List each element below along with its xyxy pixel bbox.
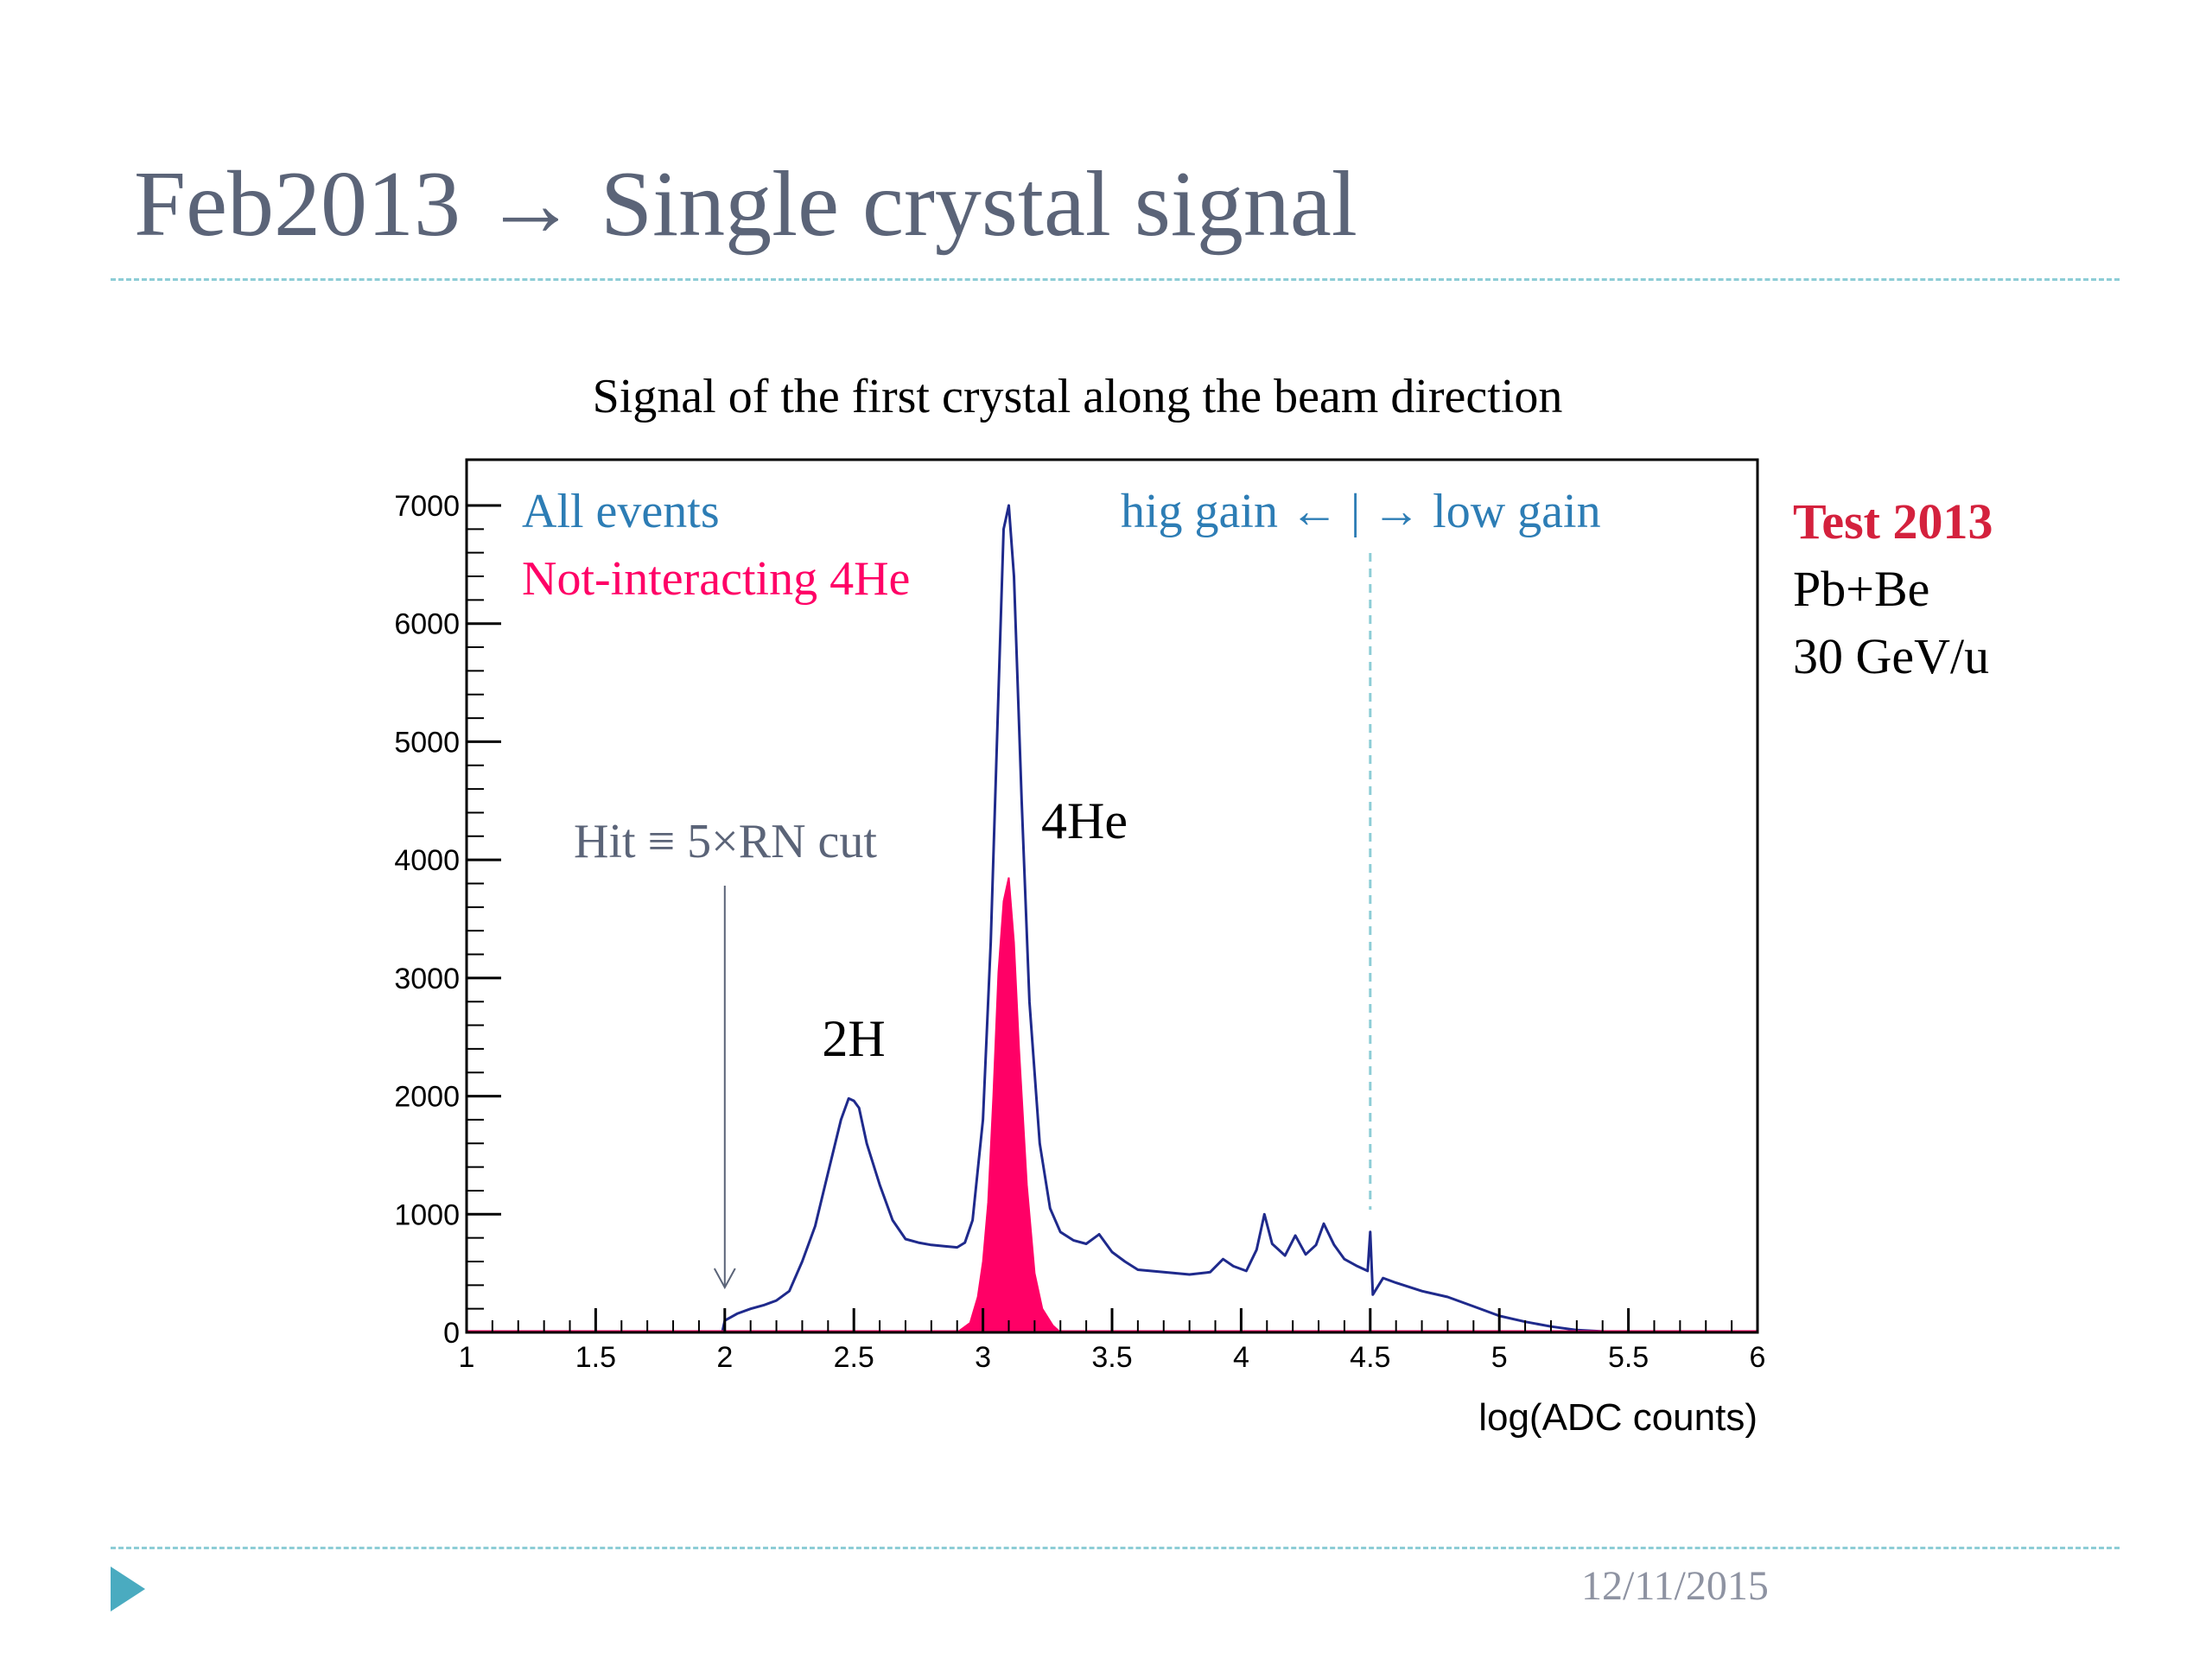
x-tick-label: 5	[1491, 1341, 1508, 1374]
x-tick-label: 3	[975, 1341, 991, 1374]
series-not-interacting-4he	[467, 877, 1758, 1333]
series-all-events	[467, 504, 1758, 1334]
hit-cut-arrow-head	[713, 1268, 736, 1290]
x-tick-label: 4	[1233, 1341, 1249, 1374]
peak-4he-label: 4He	[1041, 792, 1128, 849]
run-info: Test 2013 Pb+Be 30 GeV/u	[1793, 488, 1993, 690]
y-tick-label: 2000	[394, 1081, 460, 1114]
gain-boundary-label: hig gain ← | → low gain	[1121, 485, 1601, 538]
beam-energy: 30 GeV/u	[1793, 628, 1990, 684]
slide-title: Feb2013 → Single crystal signal	[134, 153, 1357, 256]
x-tick-label: 1.5	[575, 1341, 616, 1374]
beam-system: Pb+Be	[1793, 561, 1930, 617]
x-tick-label: 6	[1750, 1341, 1766, 1374]
y-tick-label: 4000	[394, 844, 460, 877]
y-tick-label: 1000	[394, 1198, 460, 1231]
title-divider	[111, 278, 2120, 281]
x-tick-label: 5.5	[1608, 1341, 1649, 1374]
chart-title: Signal of the first crystal along the be…	[593, 370, 1563, 423]
legend: All events Not-interacting 4He	[522, 485, 910, 606]
test-label: Test 2013	[1793, 493, 1993, 550]
x-tick-label: 2	[716, 1341, 733, 1374]
y-tick-label: 0	[443, 1317, 460, 1350]
plot-frame	[465, 458, 1759, 1334]
footer-date: 12/11/2015	[1581, 1563, 1769, 1609]
y-tick-label: 3000	[394, 963, 460, 995]
x-tick-label: 2.5	[834, 1341, 874, 1374]
legend-not-interacting-4he: Not-interacting 4He	[522, 552, 910, 606]
hit-cut-arrow	[713, 886, 736, 1290]
footer-divider	[111, 1547, 2120, 1549]
peak-2h-label: 2H	[822, 1010, 885, 1067]
hit-cut-annotation: Hit ≡ 5×RN cut	[574, 815, 877, 868]
play-triangle-icon[interactable]	[111, 1567, 145, 1611]
legend-all-events: All events	[522, 485, 720, 538]
x-axis-label: log(ADC counts)	[1478, 1396, 1758, 1439]
x-tick-label: 3.5	[1091, 1341, 1132, 1374]
y-tick-label: 5000	[394, 726, 460, 759]
x-tick-label: 1	[459, 1341, 475, 1374]
y-tick-label: 6000	[394, 608, 460, 641]
x-tick-label: 4.5	[1350, 1341, 1390, 1374]
y-tick-label: 7000	[394, 490, 460, 523]
